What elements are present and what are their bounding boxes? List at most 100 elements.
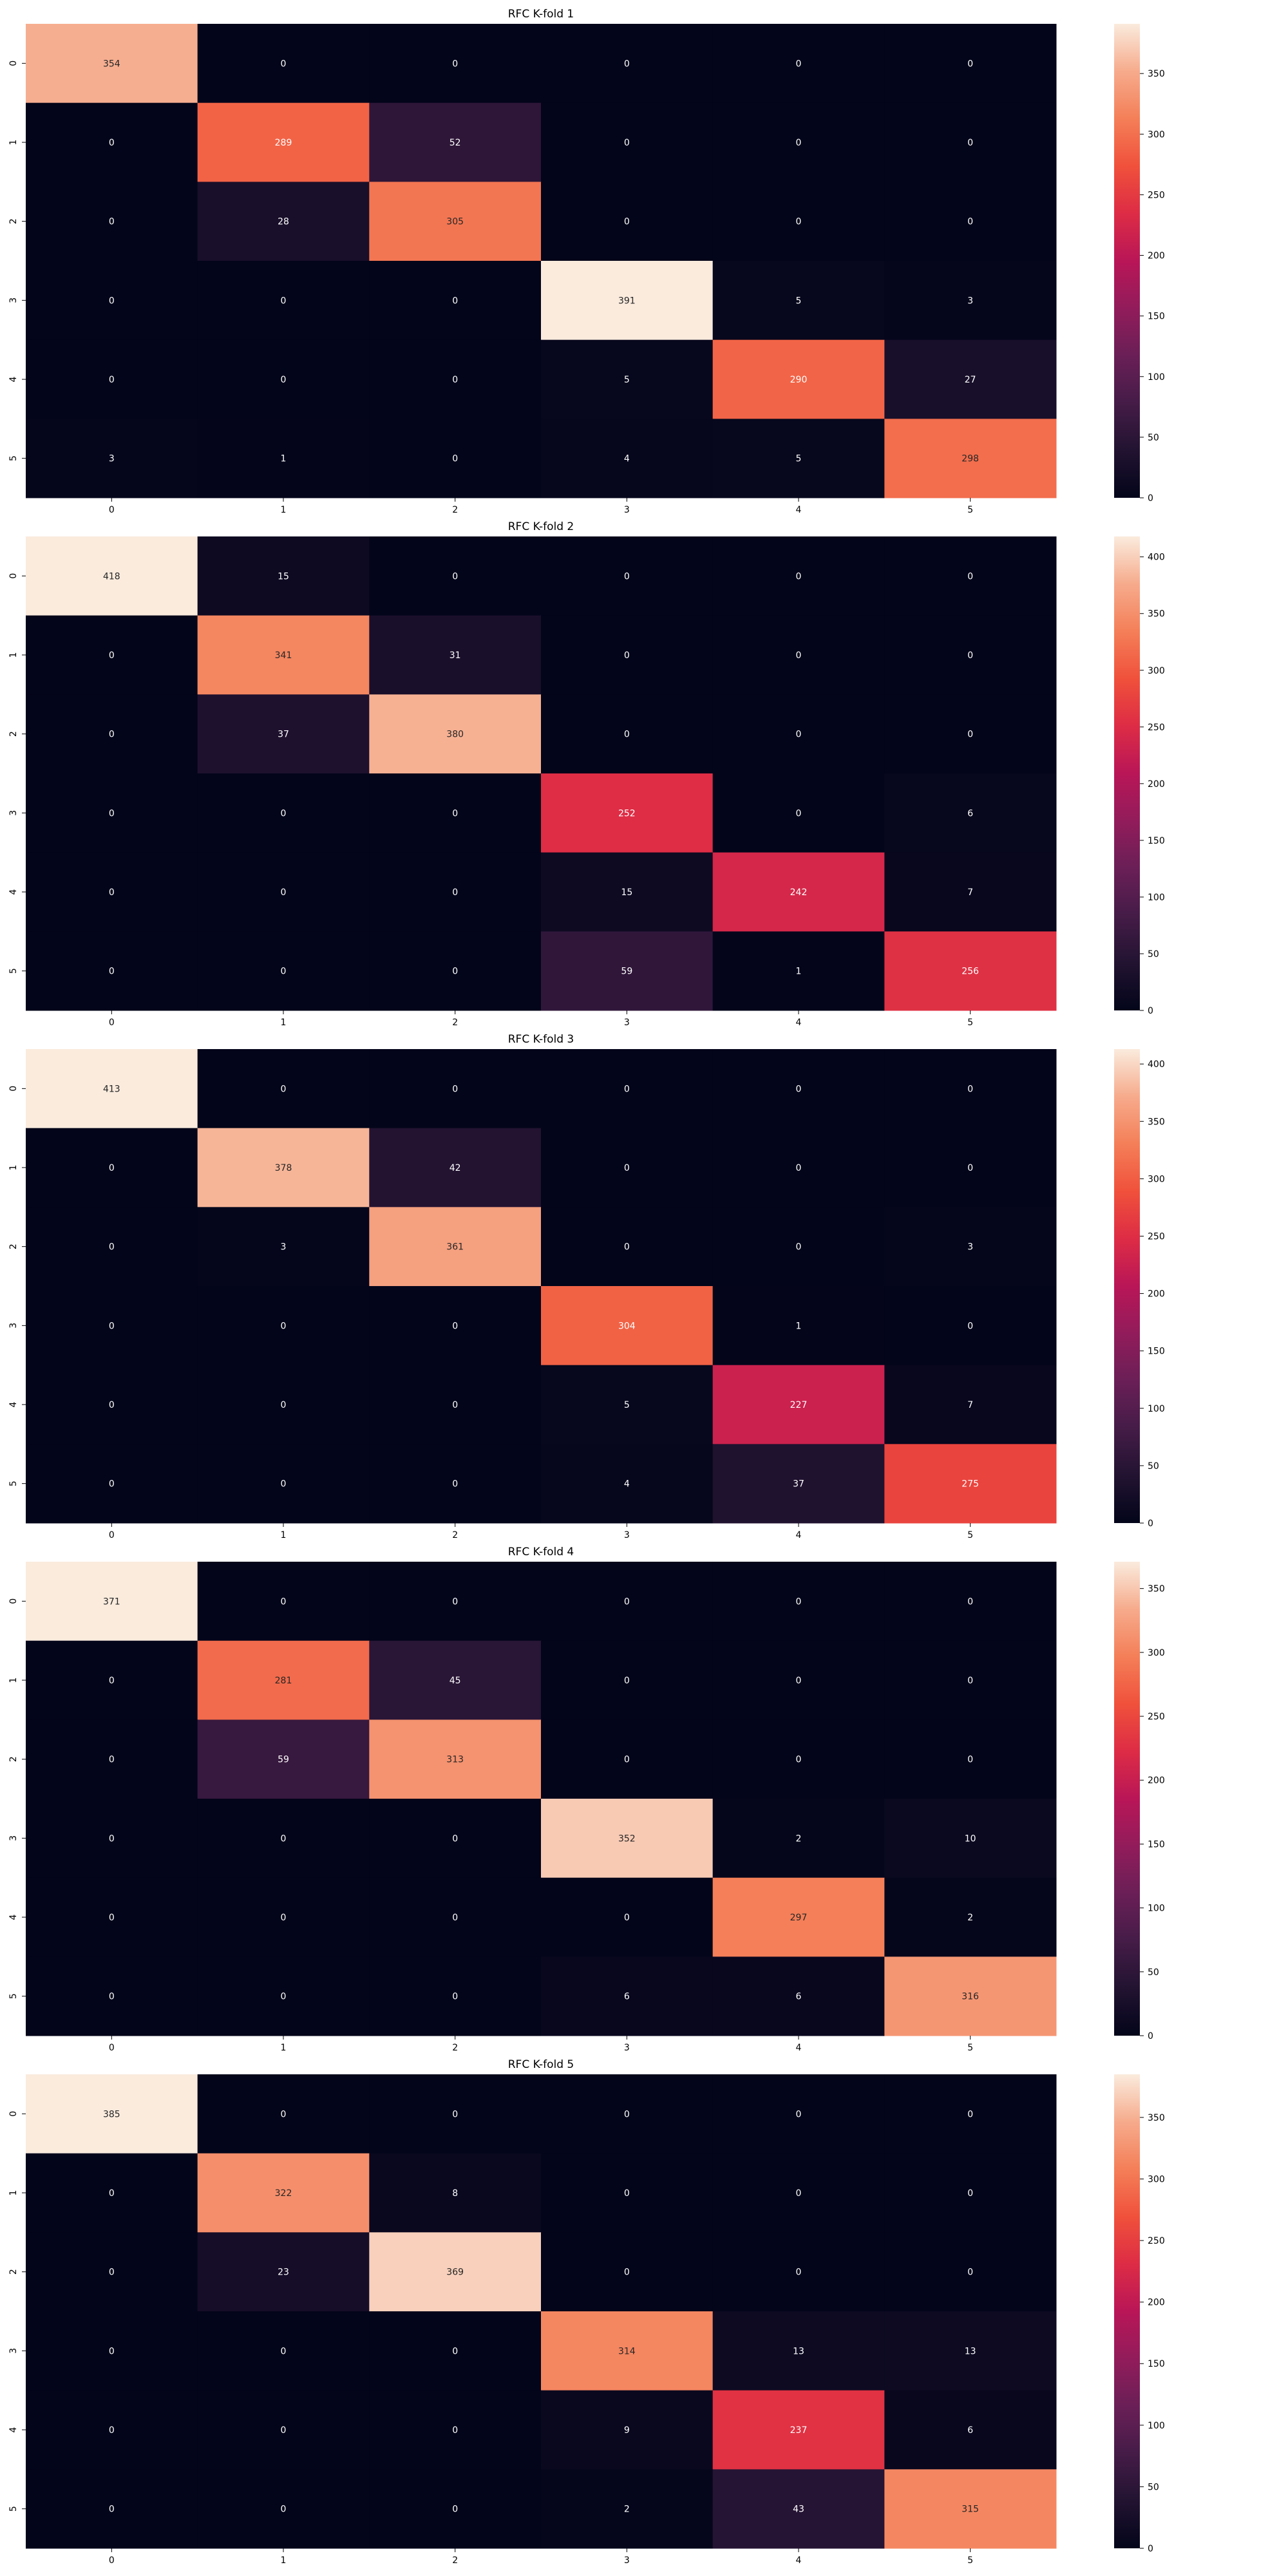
colorbar-tick-label: 50 <box>1148 1967 1159 1978</box>
cell-value-label: 0 <box>967 1163 973 1173</box>
cell-value-label: 0 <box>624 1163 630 1173</box>
y-tick-label: 2 <box>8 1756 19 1762</box>
y-tick-label: 1 <box>8 1678 19 1683</box>
cell-value-label: 418 <box>103 571 120 582</box>
cell-value-label: 0 <box>109 2188 115 2199</box>
cell-value-label: 31 <box>450 650 461 661</box>
cell-value-label: 0 <box>281 1992 287 2002</box>
y-tick-label: 4 <box>8 889 19 895</box>
y-tick-label: 2 <box>8 218 19 224</box>
cell-value-label: 304 <box>618 1321 636 1331</box>
heatmap-cell <box>541 339 714 419</box>
chart-title: RFC K-fold 1 <box>508 8 574 21</box>
cell-value-label: 0 <box>796 2188 802 2199</box>
cell-value-label: 0 <box>624 1676 630 1686</box>
heatmap-cell <box>26 1640 198 1720</box>
heatmap-cell <box>712 2153 885 2233</box>
colorbar-tick-label: 0 <box>1148 2031 1153 2041</box>
cell-value-label: 0 <box>967 730 973 740</box>
heatmap-cell <box>712 1365 885 1444</box>
cell-value-label: 0 <box>624 2109 630 2119</box>
heatmap-cell <box>541 419 714 498</box>
heatmap-cell <box>884 536 1057 616</box>
x-tick-label: 4 <box>796 1018 802 1028</box>
cell-value-label: 0 <box>967 1755 973 1765</box>
cell-value-label: 371 <box>103 1596 120 1607</box>
x-tick-label: 1 <box>281 2555 287 2566</box>
cell-value-label: 10 <box>965 1833 976 1844</box>
cell-value-label: 0 <box>281 1479 287 1490</box>
cell-value-label: 391 <box>618 296 636 306</box>
colorbar-tick-label: 300 <box>1148 1648 1165 1658</box>
colorbar-tick-label: 150 <box>1148 836 1165 846</box>
cell-value-label: 3 <box>281 1242 287 1253</box>
heatmap-cell <box>197 419 370 498</box>
cell-value-label: 0 <box>967 650 973 661</box>
cell-value-label: 289 <box>275 138 292 148</box>
cell-value-label: 8 <box>452 2188 458 2199</box>
cell-value-label: 0 <box>281 59 287 69</box>
cell-value-label: 313 <box>446 1755 464 1765</box>
x-tick-label: 5 <box>967 1018 973 1028</box>
heatmap-cell <box>541 2311 714 2391</box>
heatmap-cell <box>884 773 1057 853</box>
heatmap-cell <box>369 1207 542 1287</box>
heatmap-cell <box>541 536 714 616</box>
cell-value-label: 0 <box>796 2268 802 2278</box>
colorbar-tick-label: 400 <box>1148 553 1165 563</box>
cell-value-label: 0 <box>452 296 458 306</box>
heatmap-cell <box>369 536 542 616</box>
heatmap-cell <box>712 24 885 104</box>
x-tick-label: 0 <box>109 2043 115 2053</box>
heatmap-cell <box>197 339 370 419</box>
heatmap-cell <box>197 182 370 261</box>
heatmap-cell <box>26 1877 198 1957</box>
heatmap-cell <box>26 419 198 498</box>
heatmap-cell <box>26 102 198 182</box>
cell-value-label: 4 <box>624 1479 630 1490</box>
colorbar-tick-label: 350 <box>1148 609 1165 620</box>
colorbar-tick-label: 50 <box>1148 433 1159 443</box>
colorbar-tick-label: 0 <box>1148 1519 1153 1529</box>
heatmap-cell <box>884 1286 1057 1366</box>
cell-value-label: 0 <box>109 730 115 740</box>
cell-value-label: 369 <box>446 2268 464 2278</box>
x-tick-label: 0 <box>109 2555 115 2566</box>
heatmap-cell <box>712 102 885 182</box>
heatmap-cell <box>884 2469 1057 2549</box>
y-tick-label: 1 <box>8 652 19 658</box>
cell-value-label: 0 <box>452 375 458 385</box>
heatmap-cell <box>197 1207 370 1287</box>
colorbar-tick-label: 300 <box>1148 1174 1165 1184</box>
cell-value-label: 2 <box>796 1833 802 1844</box>
cell-value-label: 2 <box>624 2505 630 2515</box>
heatmap-cell <box>541 1799 714 1879</box>
cell-value-label: 7 <box>967 887 973 898</box>
chart-title: RFC K-fold 5 <box>508 2058 574 2071</box>
heatmap-cell <box>541 2153 714 2233</box>
heatmap-cell <box>712 339 885 419</box>
heatmap-cell <box>884 615 1057 695</box>
heatmap-cell <box>197 1877 370 1957</box>
heatmap-cell <box>884 1719 1057 1799</box>
cell-value-label: 37 <box>278 730 289 740</box>
x-tick-label: 2 <box>452 1530 458 1540</box>
colorbar-tick-label: 100 <box>1148 1904 1165 1914</box>
heatmap-cell <box>884 2074 1057 2154</box>
cell-value-label: 0 <box>281 887 287 898</box>
heatmap-cell <box>712 2469 885 2549</box>
cell-value-label: 0 <box>624 1596 630 1607</box>
heatmap-cell <box>26 694 198 774</box>
cell-value-label: 0 <box>624 2268 630 2278</box>
heatmap-cell <box>884 1049 1057 1129</box>
cell-value-label: 0 <box>967 1596 973 1607</box>
cell-value-label: 0 <box>281 2109 287 2119</box>
cell-value-label: 0 <box>109 2346 115 2356</box>
cell-value-label: 0 <box>624 650 630 661</box>
colorbar-tick-label: 100 <box>1148 2421 1165 2431</box>
heatmap-cell <box>884 931 1057 1011</box>
heatmap-cell <box>712 182 885 261</box>
heatmap-cell <box>197 2153 370 2233</box>
heatmap-cell <box>884 2232 1057 2312</box>
heatmap-cell <box>369 1799 542 1879</box>
